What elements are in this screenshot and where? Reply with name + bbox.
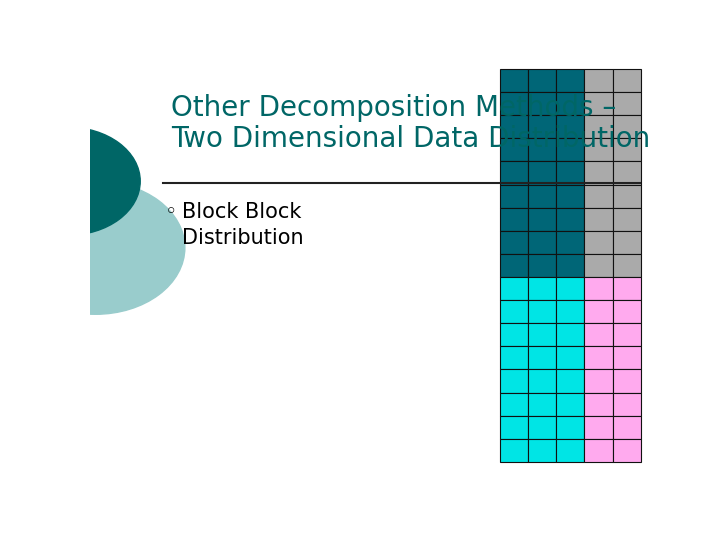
Bar	[585, 416, 613, 439]
Bar	[585, 277, 613, 300]
Bar	[557, 277, 585, 300]
Bar	[557, 254, 585, 277]
Bar	[585, 393, 613, 416]
Bar	[585, 369, 613, 393]
Bar	[585, 208, 613, 231]
Bar	[557, 416, 585, 439]
Bar	[500, 185, 528, 208]
Bar	[557, 231, 585, 254]
Bar	[585, 254, 613, 277]
Bar	[557, 115, 585, 138]
Bar	[585, 115, 613, 138]
Bar	[500, 231, 528, 254]
Bar	[613, 416, 641, 439]
Bar	[585, 300, 613, 323]
Bar	[613, 161, 641, 185]
Circle shape	[6, 181, 185, 314]
Bar	[585, 69, 613, 92]
Bar	[500, 138, 528, 161]
Text: Block Block
Distribution: Block Block Distribution	[182, 202, 304, 248]
Bar	[500, 277, 528, 300]
Bar	[585, 323, 613, 346]
Text: Other Decomposition Methods –
Two Dimensional Data Distribution: Other Decomposition Methods – Two Dimens…	[171, 94, 650, 153]
Bar	[528, 208, 557, 231]
Bar	[500, 254, 528, 277]
Bar	[528, 231, 557, 254]
Bar	[500, 393, 528, 416]
Circle shape	[0, 127, 140, 235]
Bar	[528, 138, 557, 161]
Bar	[528, 300, 557, 323]
Bar	[613, 346, 641, 369]
Bar	[500, 439, 528, 462]
Bar	[528, 115, 557, 138]
Bar	[613, 439, 641, 462]
Bar	[500, 69, 528, 92]
Bar	[613, 231, 641, 254]
Bar	[585, 138, 613, 161]
Bar	[500, 346, 528, 369]
Bar	[613, 369, 641, 393]
Bar	[557, 439, 585, 462]
Bar	[528, 92, 557, 115]
Bar	[613, 208, 641, 231]
Bar	[557, 161, 585, 185]
Bar	[613, 69, 641, 92]
Bar	[528, 416, 557, 439]
Bar	[528, 393, 557, 416]
Bar	[557, 346, 585, 369]
Bar	[500, 208, 528, 231]
Bar	[528, 277, 557, 300]
Bar	[500, 115, 528, 138]
Bar	[613, 323, 641, 346]
Bar	[585, 161, 613, 185]
Bar	[613, 138, 641, 161]
Bar	[500, 416, 528, 439]
Bar	[528, 69, 557, 92]
Bar	[557, 92, 585, 115]
Bar	[557, 323, 585, 346]
Bar	[528, 346, 557, 369]
Bar	[557, 208, 585, 231]
Bar	[585, 439, 613, 462]
Bar	[557, 369, 585, 393]
Bar	[500, 323, 528, 346]
Bar	[585, 346, 613, 369]
Bar	[528, 439, 557, 462]
Bar	[557, 185, 585, 208]
Bar	[500, 161, 528, 185]
Bar	[500, 300, 528, 323]
Text: ◦: ◦	[166, 202, 178, 222]
Bar	[528, 254, 557, 277]
Bar	[613, 254, 641, 277]
Bar	[557, 69, 585, 92]
Bar	[613, 300, 641, 323]
Bar	[557, 393, 585, 416]
Bar	[585, 92, 613, 115]
Bar	[528, 185, 557, 208]
Bar	[613, 115, 641, 138]
Bar	[528, 161, 557, 185]
Bar	[528, 323, 557, 346]
Bar	[585, 185, 613, 208]
Bar	[613, 277, 641, 300]
Bar	[585, 231, 613, 254]
Bar	[613, 92, 641, 115]
Bar	[613, 393, 641, 416]
Bar	[500, 92, 528, 115]
Bar	[500, 369, 528, 393]
Bar	[557, 138, 585, 161]
Bar	[528, 369, 557, 393]
Bar	[613, 185, 641, 208]
Bar	[557, 300, 585, 323]
